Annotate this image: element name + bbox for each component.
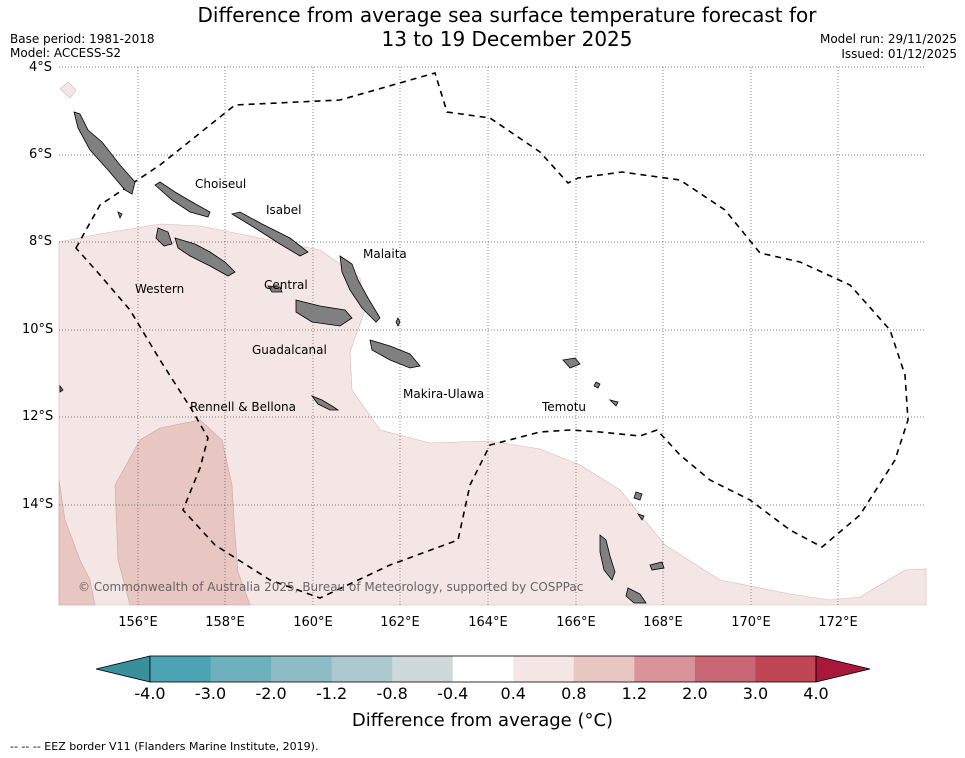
small-island-2	[608, 399, 619, 407]
colorbar-tick-label: -0.4	[437, 684, 469, 703]
lon-label-172e: 172°E	[818, 615, 858, 630]
lat-label-12s: 12°S	[22, 409, 54, 424]
eez-border	[75, 72, 909, 599]
colorbar-tick-label: 0.4	[500, 684, 526, 703]
region-label-temotu: Temotu	[542, 400, 587, 414]
lat-label-14s: 14°S	[22, 497, 54, 512]
colorbar-tick-label: 1.2	[621, 684, 648, 703]
lat-label-6s: 6°S	[28, 147, 52, 162]
colorbar-min-arrow	[95, 655, 151, 683]
colorbar-tick-label: -1.2	[316, 684, 348, 703]
colorbar-max-arrow	[815, 655, 871, 683]
malaita-island	[339, 255, 381, 323]
lat-label-4s: 4°S	[28, 60, 52, 75]
colorbar-cell	[271, 656, 333, 682]
santa-isabel-east	[230, 211, 309, 257]
lon-label-160e: 160°E	[293, 615, 333, 630]
colorbar-cell	[392, 656, 454, 682]
region-label-isabel: Isabel	[266, 203, 302, 217]
colorbar-tick-label: 0.8	[561, 684, 587, 703]
region-label-guadalcanal: Guadalcanal	[252, 343, 327, 357]
makira-island	[369, 339, 421, 369]
eez-footnote: -- -- -- EEZ border V11 (Flanders Marine…	[10, 740, 319, 753]
colorbar-cell	[573, 656, 635, 682]
lon-label-158e: 158°E	[205, 615, 245, 630]
vanuatu-north	[599, 534, 616, 581]
colorbar-cell	[331, 656, 393, 682]
colorbar-label: Difference from average (°C)	[351, 710, 614, 731]
santa-cruz-island	[562, 357, 581, 369]
map-title-line-1: Difference from average sea surface temp…	[197, 3, 817, 27]
colorbar-tick-label: -2.0	[255, 684, 287, 703]
colorbar-cell	[634, 656, 696, 682]
lat-label-10s: 10°S	[22, 322, 54, 337]
colorbar-tick-label: 3.0	[742, 684, 769, 703]
colorbar-tick-label: 2.0	[682, 684, 708, 703]
small-island-1	[593, 381, 601, 389]
anomaly-region-medium	[114, 419, 251, 606]
lon-label-164e: 164°E	[468, 615, 508, 630]
map-area	[58, 66, 927, 606]
model-run-label: Model run: 29/11/2025	[819, 32, 957, 46]
colorbar	[95, 655, 871, 683]
new-georgia	[174, 237, 236, 277]
colorbar-tick-label: -0.8	[376, 684, 408, 703]
colorbar-tick-label: -3.0	[194, 684, 227, 703]
region-label-makira-ulawa: Makira-Ulawa	[403, 387, 485, 401]
land-masses	[59, 111, 665, 604]
issued-label: Issued: 01/12/2025	[841, 47, 957, 61]
lon-label-162e: 162°E	[380, 615, 420, 630]
region-label-western: Western	[135, 282, 185, 296]
anomaly-region-light	[58, 223, 927, 606]
colorbar-tick-label: 4.0	[803, 684, 829, 703]
rennell-island	[310, 395, 340, 411]
lon-label-168e: 168°E	[643, 615, 683, 630]
region-label-malaita: Malaita	[363, 247, 407, 261]
colorbar-cell	[210, 656, 272, 682]
colorbar-cell	[755, 656, 817, 682]
russell-islands	[267, 285, 283, 293]
model-label: Model: ACCESS-S2	[10, 46, 122, 60]
choiseul-island	[73, 111, 136, 195]
colorbar-cell	[694, 656, 756, 682]
colorbar-cell	[513, 656, 575, 682]
region-label-rennell-bellona: Rennell & Bellona	[190, 400, 297, 414]
base-period-label: Base period: 1981-2018	[10, 32, 155, 46]
anomaly-region-medium-west	[58, 479, 96, 606]
gridlines	[59, 66, 926, 605]
region-label-choiseul: Choiseul	[195, 177, 247, 191]
small-island-5	[117, 211, 123, 220]
lon-label-156e: 156°E	[118, 615, 158, 630]
vella-lavella	[155, 227, 173, 247]
region-label-central: Central	[264, 278, 308, 292]
copyright-notice: © Commonwealth of Australia 2025, Bureau…	[78, 580, 584, 594]
colorbar-tick-label: -4.0	[134, 684, 166, 703]
small-island-4	[637, 513, 645, 521]
lon-label-170e: 170°E	[731, 615, 771, 630]
lat-label-8s: 8°S	[28, 234, 52, 249]
isabel-island	[154, 181, 211, 218]
small-island-6	[395, 317, 401, 327]
anomaly-region-small	[59, 81, 77, 99]
colorbar-cell	[452, 656, 514, 682]
colorbar-cell	[150, 656, 212, 682]
guadalcanal-island	[295, 299, 353, 327]
lon-label-166e: 166°E	[556, 615, 596, 630]
small-island-3	[633, 491, 643, 501]
vanuatu-south	[625, 587, 647, 604]
small-island-7	[59, 384, 64, 393]
vanuatu-central	[649, 561, 665, 571]
map-title-line-2: 13 to 19 December 2025	[381, 27, 633, 51]
